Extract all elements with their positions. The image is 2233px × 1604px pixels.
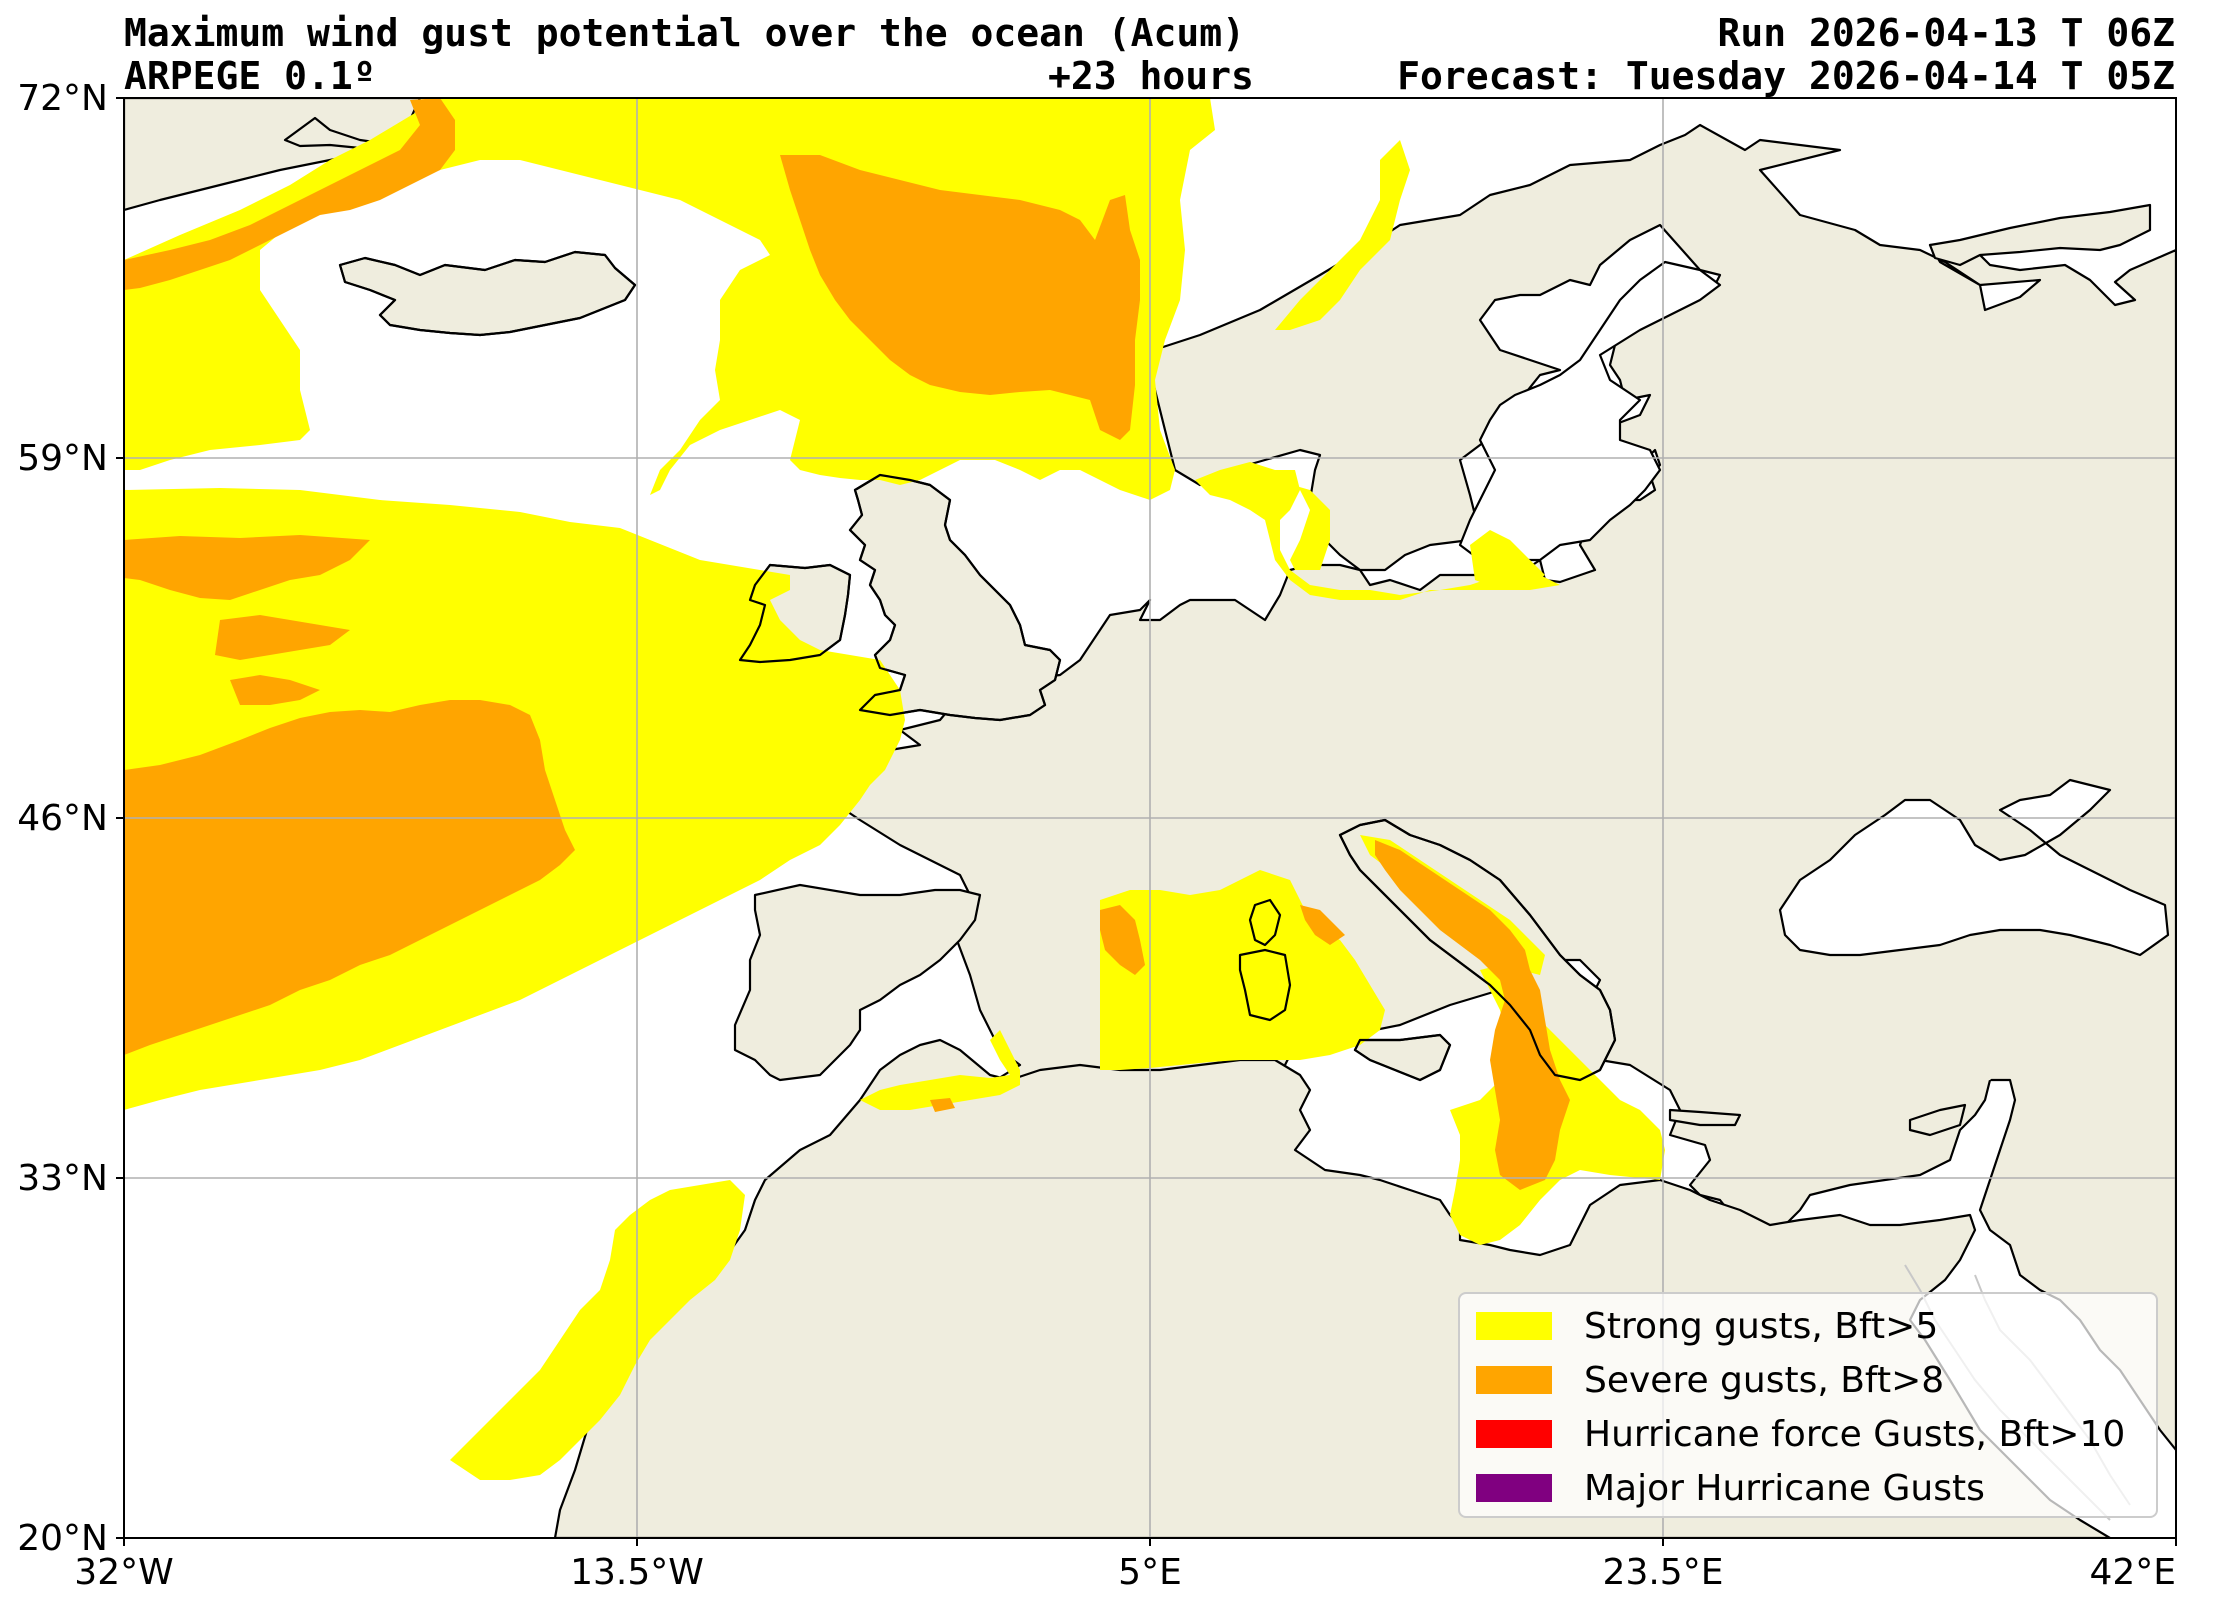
lon-label-32W: 32°W (74, 1552, 173, 1593)
sea-baltic (1458, 260, 1722, 562)
gust-severe-alboran-spot (930, 1098, 955, 1112)
legend-swatch-severe (1476, 1366, 1552, 1394)
legend-swatch-strong (1476, 1312, 1552, 1340)
gust-strong-baltic-gulf (1275, 480, 1330, 570)
lat-label-59N: 59°N (17, 438, 108, 479)
legend-item-hurricane: Hurricane force Gusts, Bft>10 (1476, 1413, 2126, 1455)
inland-seas (1458, 260, 2170, 957)
legend: Strong gusts, Bft>5 Severe gusts, Bft>8 … (1458, 1292, 2158, 1518)
land-crete (1668, 1108, 1742, 1127)
gust-strong-skagerrak (1195, 462, 1560, 600)
legend-item-major-hurricane: Major Hurricane Gusts (1476, 1467, 1985, 1509)
gust-severe-atlantic-south (124, 700, 575, 1055)
gust-severe-norwegian-sea (780, 155, 1140, 440)
legend-item-strong: Strong gusts, Bft>5 (1476, 1305, 1939, 1347)
legend-label-hurricane: Hurricane force Gusts, Bft>10 (1584, 1413, 2126, 1455)
gust-strong-baltic-south (1470, 530, 1545, 590)
gust-strong-norwegian-coast (1275, 140, 1410, 330)
lat-label-72N: 72°N (17, 78, 108, 119)
lon-labels: 32°W 13.5°W 5°E 23.5°E 42°E (74, 1552, 2176, 1593)
coast-britain (848, 473, 1062, 722)
legend-swatch-hurricane (1476, 1420, 1552, 1448)
coast-ireland (738, 563, 852, 664)
gust-strong-canary (450, 1180, 745, 1480)
map-title: Maximum wind gust potential over the oce… (124, 11, 1246, 55)
gust-severe-areas (124, 98, 1570, 1190)
lead-time-label: +23 hours (1048, 54, 1254, 98)
run-label: Run 2026-04-13 T 06Z (1717, 11, 2175, 55)
gust-strong-alboran (860, 1030, 1020, 1110)
land-northeast (1928, 203, 2152, 267)
lon-label-13.5W: 13.5°W (570, 1552, 704, 1593)
lon-label-42E: 42°E (2089, 1552, 2176, 1593)
lat-labels: 72°N 59°N 46°N 33°N 20°N (17, 78, 108, 1559)
coastline-overlay (338, 250, 1617, 1082)
coast-italy (1338, 818, 1617, 1082)
lat-label-33N: 33°N (17, 1158, 108, 1199)
legend-item-severe: Severe gusts, Bft>8 (1476, 1359, 1945, 1401)
legend-label-major-hurricane: Major Hurricane Gusts (1584, 1467, 1985, 1509)
gust-severe-atlantic-streaks (215, 615, 350, 705)
coast-corsica (1248, 898, 1282, 947)
coast-sardinia (1238, 948, 1292, 1022)
model-label: ARPEGE 0.1º (124, 54, 376, 98)
gust-strong-west-med (1100, 870, 1385, 1070)
coast-sicily (1353, 1033, 1452, 1082)
lat-label-20N: 20°N (17, 1518, 108, 1559)
legend-label-strong: Strong gusts, Bft>5 (1584, 1305, 1939, 1347)
lon-label-5E: 5°E (1118, 1552, 1182, 1593)
gust-severe-atlantic-north (124, 535, 370, 600)
lon-label-23.5E: 23.5°E (1603, 1552, 1724, 1593)
coast-iceland (338, 250, 637, 337)
land-iberia (733, 883, 982, 1082)
gust-severe-gulf-lion (1100, 905, 1145, 975)
tick-marks (116, 97, 2177, 1546)
gust-severe-greenland (124, 98, 455, 290)
sea-black (1778, 778, 2170, 957)
gust-severe-ligurian (1300, 905, 1345, 945)
lat-label-46N: 46°N (17, 798, 108, 839)
gust-severe-adriatic (1375, 840, 1570, 1190)
land-cyprus (1908, 1103, 1967, 1137)
legend-label-severe: Severe gusts, Bft>8 (1584, 1359, 1945, 1401)
forecast-label: Forecast: Tuesday 2026-04-14 T 05Z (1397, 54, 2175, 98)
legend-swatch-major-hurricane (1476, 1474, 1552, 1502)
land-anatolia (1680, 935, 2110, 1095)
